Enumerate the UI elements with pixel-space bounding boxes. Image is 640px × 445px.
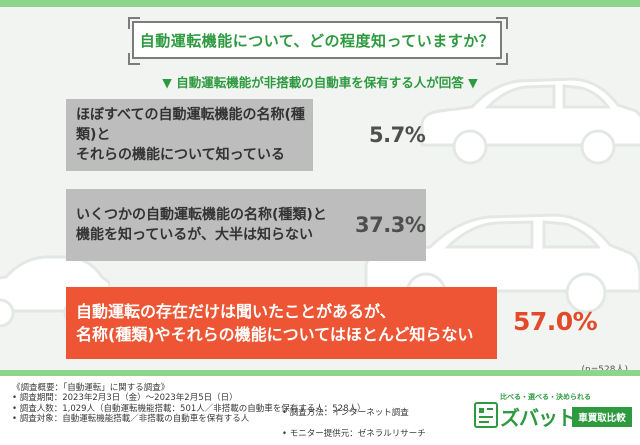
footer-line: • 調査方法：インターネット調査 — [282, 408, 409, 418]
footer-line: • 調査期間：2023年2月3日（金）〜2023年2月5日（日） — [12, 393, 238, 404]
bottom-stripe — [0, 370, 640, 376]
bar-label: 自動運転の存在だけは聞いたことがあるが、 名称(種類)やそれらの機能についてはほ… — [76, 301, 474, 344]
footer-line: 《調査概要：「自動運転」に関する調査》 — [12, 383, 170, 393]
chart-title: 自動運転機能について、どの程度知っていますか？ — [132, 21, 502, 59]
brand-logo: 比べる・選べる・決められる ズバット 車買取比較 — [474, 392, 634, 438]
chart-panel: 自動運転機能について、どの程度知っていますか？ ▼ 自動運転機能が非搭載の自動車… — [0, 7, 640, 370]
sample-size-note: (n=528人) — [581, 365, 628, 370]
background-car-icon — [364, 213, 640, 314]
brand-badge: 車買取比較 — [572, 407, 632, 427]
title-corner — [496, 17, 508, 29]
top-stripe — [0, 0, 640, 7]
background-car-icon — [420, 77, 640, 165]
bar-only-heard: 自動運転の存在だけは聞いたことがあるが、 名称(種類)やそれらの機能についてはほ… — [66, 287, 497, 359]
value-label: 37.3% — [355, 213, 426, 237]
survey-overview-right: • 調査方法：インターネット調査 • モニター提供元：ゼネラルリサーチ — [282, 403, 426, 445]
bar-almost-all: ほぼすべての自動運転機能の名称(種類)と それらの機能について知っている — [66, 99, 313, 171]
title-corner — [496, 53, 508, 65]
survey-overview: 《調査概要：「自動運転」に関する調査》 • 調査期間：2023年2月3日（金）〜… — [12, 383, 366, 424]
footer-line: • モニター提供元：ゼネラルリサーチ — [282, 429, 426, 439]
title-corner — [128, 17, 140, 29]
footer-line: • 調査人数：1,029人（自動運転機能搭載：501人／非搭載の自動車を保有する… — [12, 403, 366, 414]
value-label: 57.0% — [513, 307, 598, 336]
chart-subtitle: ▼ 自動運転機能が非搭載の自動車を保有する人が回答 ▼ — [162, 75, 478, 90]
brand-name: ズバット — [500, 406, 577, 430]
bar-label: いくつかの自動運転機能の名称(種類)と 機能を知っているが、大半は知らない — [76, 206, 327, 243]
bar-label: ほぼすべての自動運転機能の名称(種類)と それらの機能について知っている — [76, 106, 305, 164]
footer-line: • 調査対象：自動運転機能搭載／非搭載の自動車を保有する人 — [12, 413, 250, 424]
value-label: 5.7% — [369, 123, 426, 147]
brand-tagline: 比べる・選べる・決められる — [500, 393, 591, 401]
bar-some: いくつかの自動運転機能の名称(種類)と 機能を知っているが、大半は知らない — [66, 189, 426, 261]
brand-mark-icon — [474, 402, 498, 428]
title-corner — [128, 53, 140, 65]
